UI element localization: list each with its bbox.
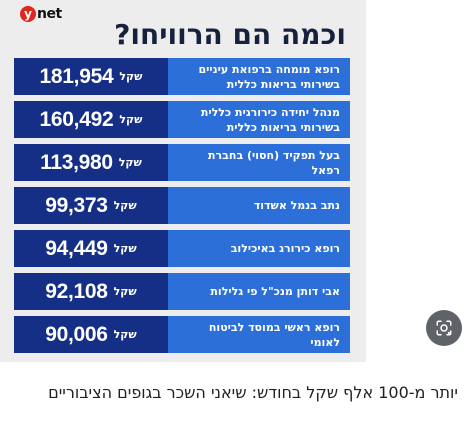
desc-line1: מנהל יחידה כירורגית כללית [200,105,340,119]
amount-value: 181,954 [39,64,114,88]
job-description: בעל תפקיד (חסוי) בחברת רפאל [168,144,350,181]
salary-amount: 92,108 שקל [14,273,168,310]
amount-value: 113,980 [40,150,113,174]
salary-row: 181,954 שקל רופא מומחה ברפואת עיניים בשי… [14,58,350,95]
image-caption[interactable]: יותר מ-100 אלף שקל בחודש: שיאני השכר בגו… [48,383,458,402]
salary-amount: 90,006 שקל [14,316,168,353]
logo-y: y [20,6,36,22]
salary-row: 160,492 שקל מנהל יחידה כירורגית כללית בש… [14,101,350,138]
amount-value: 160,492 [39,107,114,131]
desc-line1: רופא מומחה ברפואת עיניים [198,62,341,76]
job-description: רופא ראשי במוסד לביטוח לאומי [168,316,350,353]
infographic-title: וכמה הם הרוויחו? [114,18,346,51]
job-description: אבי דותן מנכ"ל פי גלילות [168,273,350,310]
salary-amount: 160,492 שקל [14,101,168,138]
salary-row: 113,980 שקל בעל תפקיד (חסוי) בחברת רפאל [14,144,350,181]
salary-amount: 113,980 שקל [14,144,168,181]
amount-value: 99,373 [45,193,108,217]
infographic-image[interactable]: y net וכמה הם הרוויחו? 181,954 שקל רופא … [0,0,366,362]
salary-row: 92,108 שקל אבי דותן מנכ"ל פי גלילות [14,273,350,310]
desc-line1: רופא כירורג באיכילוב [230,242,340,255]
currency-label: שקל [113,328,137,341]
amount-value: 92,108 [45,279,108,303]
currency-label: שקל [119,113,143,126]
salary-amount: 99,373 שקל [14,187,168,224]
desc-line1: אבי דותן מנכ"ל פי גלילות [210,285,340,298]
currency-label: שקל [119,70,143,83]
job-description: רופא כירורג באיכילוב [168,230,350,267]
salary-row: 94,449 שקל רופא כירורג באיכילוב [14,230,350,267]
google-lens-icon[interactable] [426,310,462,346]
desc-line1: בעל תפקיד (חסוי) בחברת רפאל [208,148,340,177]
desc-line2: בשירותי בריאות כללית [226,77,340,91]
job-description: מנהל יחידה כירורגית כללית בשירותי בריאות… [168,101,350,138]
amount-value: 94,449 [45,236,108,260]
job-description: נתב בנמל אשדוד [168,187,350,224]
currency-label: שקל [118,156,142,169]
salary-row: 99,373 שקל נתב בנמל אשדוד [14,187,350,224]
currency-label: שקל [113,242,137,255]
ynet-logo: y net [20,5,62,23]
amount-value: 90,006 [45,322,108,346]
job-description: רופא מומחה ברפואת עיניים בשירותי בריאות … [168,58,350,95]
desc-line2: בשירותי בריאות כללית [226,120,340,134]
salary-amount: 94,449 שקל [14,230,168,267]
logo-net: net [37,6,62,22]
desc-line1: נתב בנמל אשדוד [253,199,340,212]
currency-label: שקל [113,199,137,212]
desc-line1: רופא ראשי במוסד לביטוח לאומי [208,320,340,349]
salary-amount: 181,954 שקל [14,58,168,95]
salary-row: 90,006 שקל רופא ראשי במוסד לביטוח לאומי [14,316,350,353]
currency-label: שקל [113,285,137,298]
